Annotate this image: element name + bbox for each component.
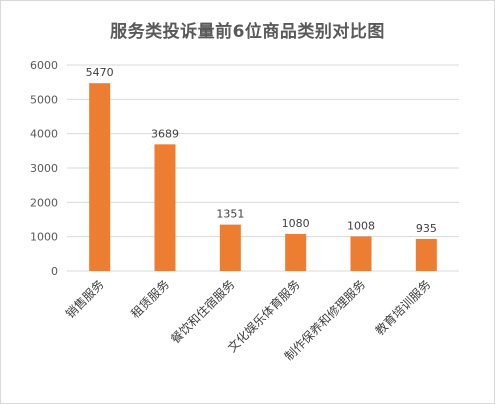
y-tick-label: 4000 (30, 128, 58, 141)
chart-title: 服务类投诉量前6位商品类别对比图 (110, 22, 385, 42)
x-category-label: 教育培训服务 (372, 277, 434, 339)
x-category-label: 租赁服务 (128, 277, 173, 322)
bar-6 (415, 238, 437, 271)
x-category-label: 销售服务 (62, 277, 107, 322)
data-label: 1351 (216, 208, 244, 221)
y-tick-label: 1000 (30, 231, 58, 244)
y-tick-label: 0 (51, 265, 58, 278)
data-label: 5470 (86, 66, 114, 79)
bar-5 (350, 236, 372, 271)
data-label: 935 (416, 222, 437, 235)
y-tick-label: 6000 (30, 59, 58, 72)
y-tick-label: 2000 (30, 196, 58, 209)
x-category-label: 餐饮和住宿服务 (167, 277, 237, 347)
bar-2 (154, 144, 176, 271)
bar-4 (285, 233, 307, 271)
data-label: 1008 (347, 219, 375, 232)
y-tick-label: 5000 (30, 93, 58, 106)
bar-3 (219, 224, 241, 271)
y-tick-label: 3000 (30, 162, 58, 175)
data-label: 3689 (151, 127, 179, 140)
data-label: 1080 (282, 217, 310, 230)
bar-1 (89, 83, 111, 272)
